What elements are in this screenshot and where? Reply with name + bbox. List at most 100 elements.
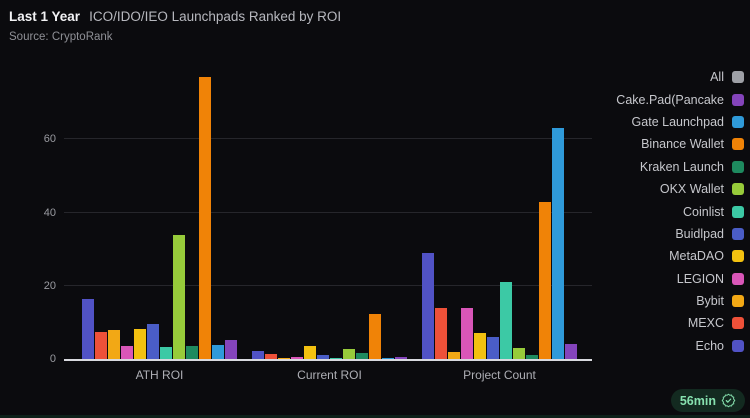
legend-swatch-icon — [732, 160, 744, 173]
x-label-project-count: Project Count — [463, 368, 536, 382]
bar-kraken-launch-project-count[interactable] — [526, 355, 538, 359]
timer-badge[interactable]: 56min — [670, 389, 745, 412]
bar-legion-current-roi[interactable] — [291, 356, 303, 359]
bar-binance-wallet-project-count[interactable] — [539, 201, 551, 359]
bar-echo-project-count[interactable] — [422, 252, 434, 359]
bar-mexc-project-count[interactable] — [435, 307, 447, 359]
bar-buidlpad-ath-roi[interactable] — [147, 324, 159, 359]
bar-binance-wallet-current-roi[interactable] — [369, 313, 381, 359]
bar-mexc-current-roi[interactable] — [265, 353, 277, 359]
x-axis-labels: ATH ROI Current ROI Project Count — [64, 368, 592, 382]
bar-buidlpad-project-count[interactable] — [487, 337, 499, 359]
legend-swatch-icon — [732, 205, 744, 218]
legend-label: Kraken Launch — [639, 159, 724, 174]
x-label-current-roi: Current ROI — [297, 368, 362, 382]
bar-gate-launchpad-project-count[interactable] — [552, 128, 564, 359]
bar-group-project-count — [422, 66, 577, 359]
legend-item-cake-pad-pancake[interactable]: Cake.Pad(Pancake — [616, 88, 744, 110]
legend-label: Coinlist — [683, 204, 724, 219]
legend-item-kraken-launch[interactable]: Kraken Launch — [616, 156, 744, 178]
legend-item-gate-launchpad[interactable]: Gate Launchpad — [616, 111, 744, 133]
legend-swatch-icon — [732, 71, 744, 84]
bar-kraken-launch-current-roi[interactable] — [356, 352, 368, 359]
title-text: ICO/IDO/IEO Launchpads Ranked by ROI — [89, 9, 342, 24]
bar-gate-launchpad-current-roi[interactable] — [382, 357, 394, 359]
bar-bybit-project-count[interactable] — [448, 351, 460, 359]
bar-legion-project-count[interactable] — [461, 307, 473, 359]
legend-label: Cake.Pad(Pancake — [616, 92, 724, 107]
legend-label: MetaDAO — [669, 249, 724, 264]
legend-label: OKX Wallet — [659, 182, 724, 197]
bar-cake-pad-pancake-current-roi[interactable] — [395, 357, 407, 359]
bar-echo-current-roi[interactable] — [252, 350, 264, 359]
bar-gate-launchpad-ath-roi[interactable] — [212, 345, 224, 359]
legend-swatch-icon — [732, 250, 744, 263]
bar-okx-wallet-ath-roi[interactable] — [173, 234, 185, 359]
legend-item-buidlpad[interactable]: Buidlpad — [616, 223, 744, 245]
bar-metadao-ath-roi[interactable] — [134, 328, 146, 359]
bar-kraken-launch-ath-roi[interactable] — [186, 345, 198, 359]
legend-swatch-icon — [732, 183, 744, 196]
legend-label: Buidlpad — [675, 226, 724, 241]
bottom-strip — [0, 415, 750, 418]
bar-bybit-ath-roi[interactable] — [108, 329, 120, 359]
bar-okx-wallet-project-count[interactable] — [513, 348, 525, 359]
legend-label: All — [710, 70, 724, 85]
legend-label: Binance Wallet — [641, 137, 724, 152]
gridline-60 — [64, 138, 592, 140]
legend-swatch-icon — [732, 317, 744, 330]
legend-swatch-icon — [732, 115, 744, 128]
gridline-20 — [64, 284, 592, 286]
legend-item-coinlist[interactable]: Coinlist — [616, 200, 744, 222]
legend-item-echo[interactable]: Echo — [616, 335, 744, 357]
bar-metadao-project-count[interactable] — [474, 333, 486, 359]
legend-label: LEGION — [676, 271, 724, 286]
bar-metadao-current-roi[interactable] — [304, 346, 316, 359]
legend-swatch-icon — [732, 93, 744, 106]
source-label: Source: CryptoRank — [9, 31, 113, 43]
legend-item-legion[interactable]: LEGION — [616, 268, 744, 290]
y-tick-0: 0 — [49, 353, 56, 365]
bar-legion-ath-roi[interactable] — [121, 345, 133, 359]
bar-coinlist-ath-roi[interactable] — [160, 346, 172, 359]
chart-header: Last 1 Year ICO/IDO/IEO Launchpads Ranked… — [9, 9, 341, 43]
legend-label: MEXC — [687, 316, 724, 331]
legend-swatch-icon — [732, 138, 744, 151]
bar-coinlist-project-count[interactable] — [500, 282, 512, 359]
bar-buidlpad-current-roi[interactable] — [317, 355, 329, 359]
legend-label: Echo — [695, 338, 725, 353]
y-tick-20: 20 — [43, 279, 56, 292]
legend: All Cake.Pad(Pancake Gate Launchpad Binance… — [616, 66, 744, 357]
legend-item-mexc[interactable]: MEXC — [616, 312, 744, 334]
legend-item-bybit[interactable]: Bybit — [616, 290, 744, 312]
legend-item-all[interactable]: All — [616, 66, 744, 88]
bar-mexc-ath-roi[interactable] — [95, 332, 107, 359]
legend-item-metadao[interactable]: MetaDAO — [616, 245, 744, 267]
bar-group-ath-roi — [82, 66, 237, 359]
y-tick-60: 60 — [43, 133, 56, 146]
plot-area: 0 20 40 60 — [44, 66, 592, 365]
bar-cake-pad-pancake-project-count[interactable] — [565, 344, 577, 359]
bar-groups — [64, 66, 592, 359]
bar-echo-ath-roi[interactable] — [82, 298, 94, 359]
gridline-40 — [64, 211, 592, 213]
bar-group-current-roi — [252, 66, 407, 359]
legend-label: Bybit — [696, 294, 724, 309]
bar-okx-wallet-current-roi[interactable] — [343, 349, 355, 359]
legend-swatch-icon — [732, 339, 744, 352]
bar-coinlist-current-roi[interactable] — [330, 357, 342, 359]
x-label-ath-roi: ATH ROI — [135, 368, 184, 382]
legend-swatch-icon — [732, 227, 744, 240]
verified-seal-icon — [721, 393, 736, 408]
legend-swatch-icon — [732, 295, 744, 308]
legend-label: Gate Launchpad — [631, 114, 724, 129]
y-tick-40: 40 — [43, 206, 56, 219]
bar-bybit-current-roi[interactable] — [278, 357, 290, 359]
legend-swatch-icon — [732, 272, 744, 285]
legend-item-binance-wallet[interactable]: Binance Wallet — [616, 133, 744, 155]
bar-binance-wallet-ath-roi[interactable] — [199, 77, 211, 359]
timer-label: 56min — [679, 393, 716, 408]
title-period: Last 1 Year — [9, 9, 81, 24]
bar-cake-pad-pancake-ath-roi[interactable] — [225, 339, 237, 359]
legend-item-okx-wallet[interactable]: OKX Wallet — [616, 178, 744, 200]
